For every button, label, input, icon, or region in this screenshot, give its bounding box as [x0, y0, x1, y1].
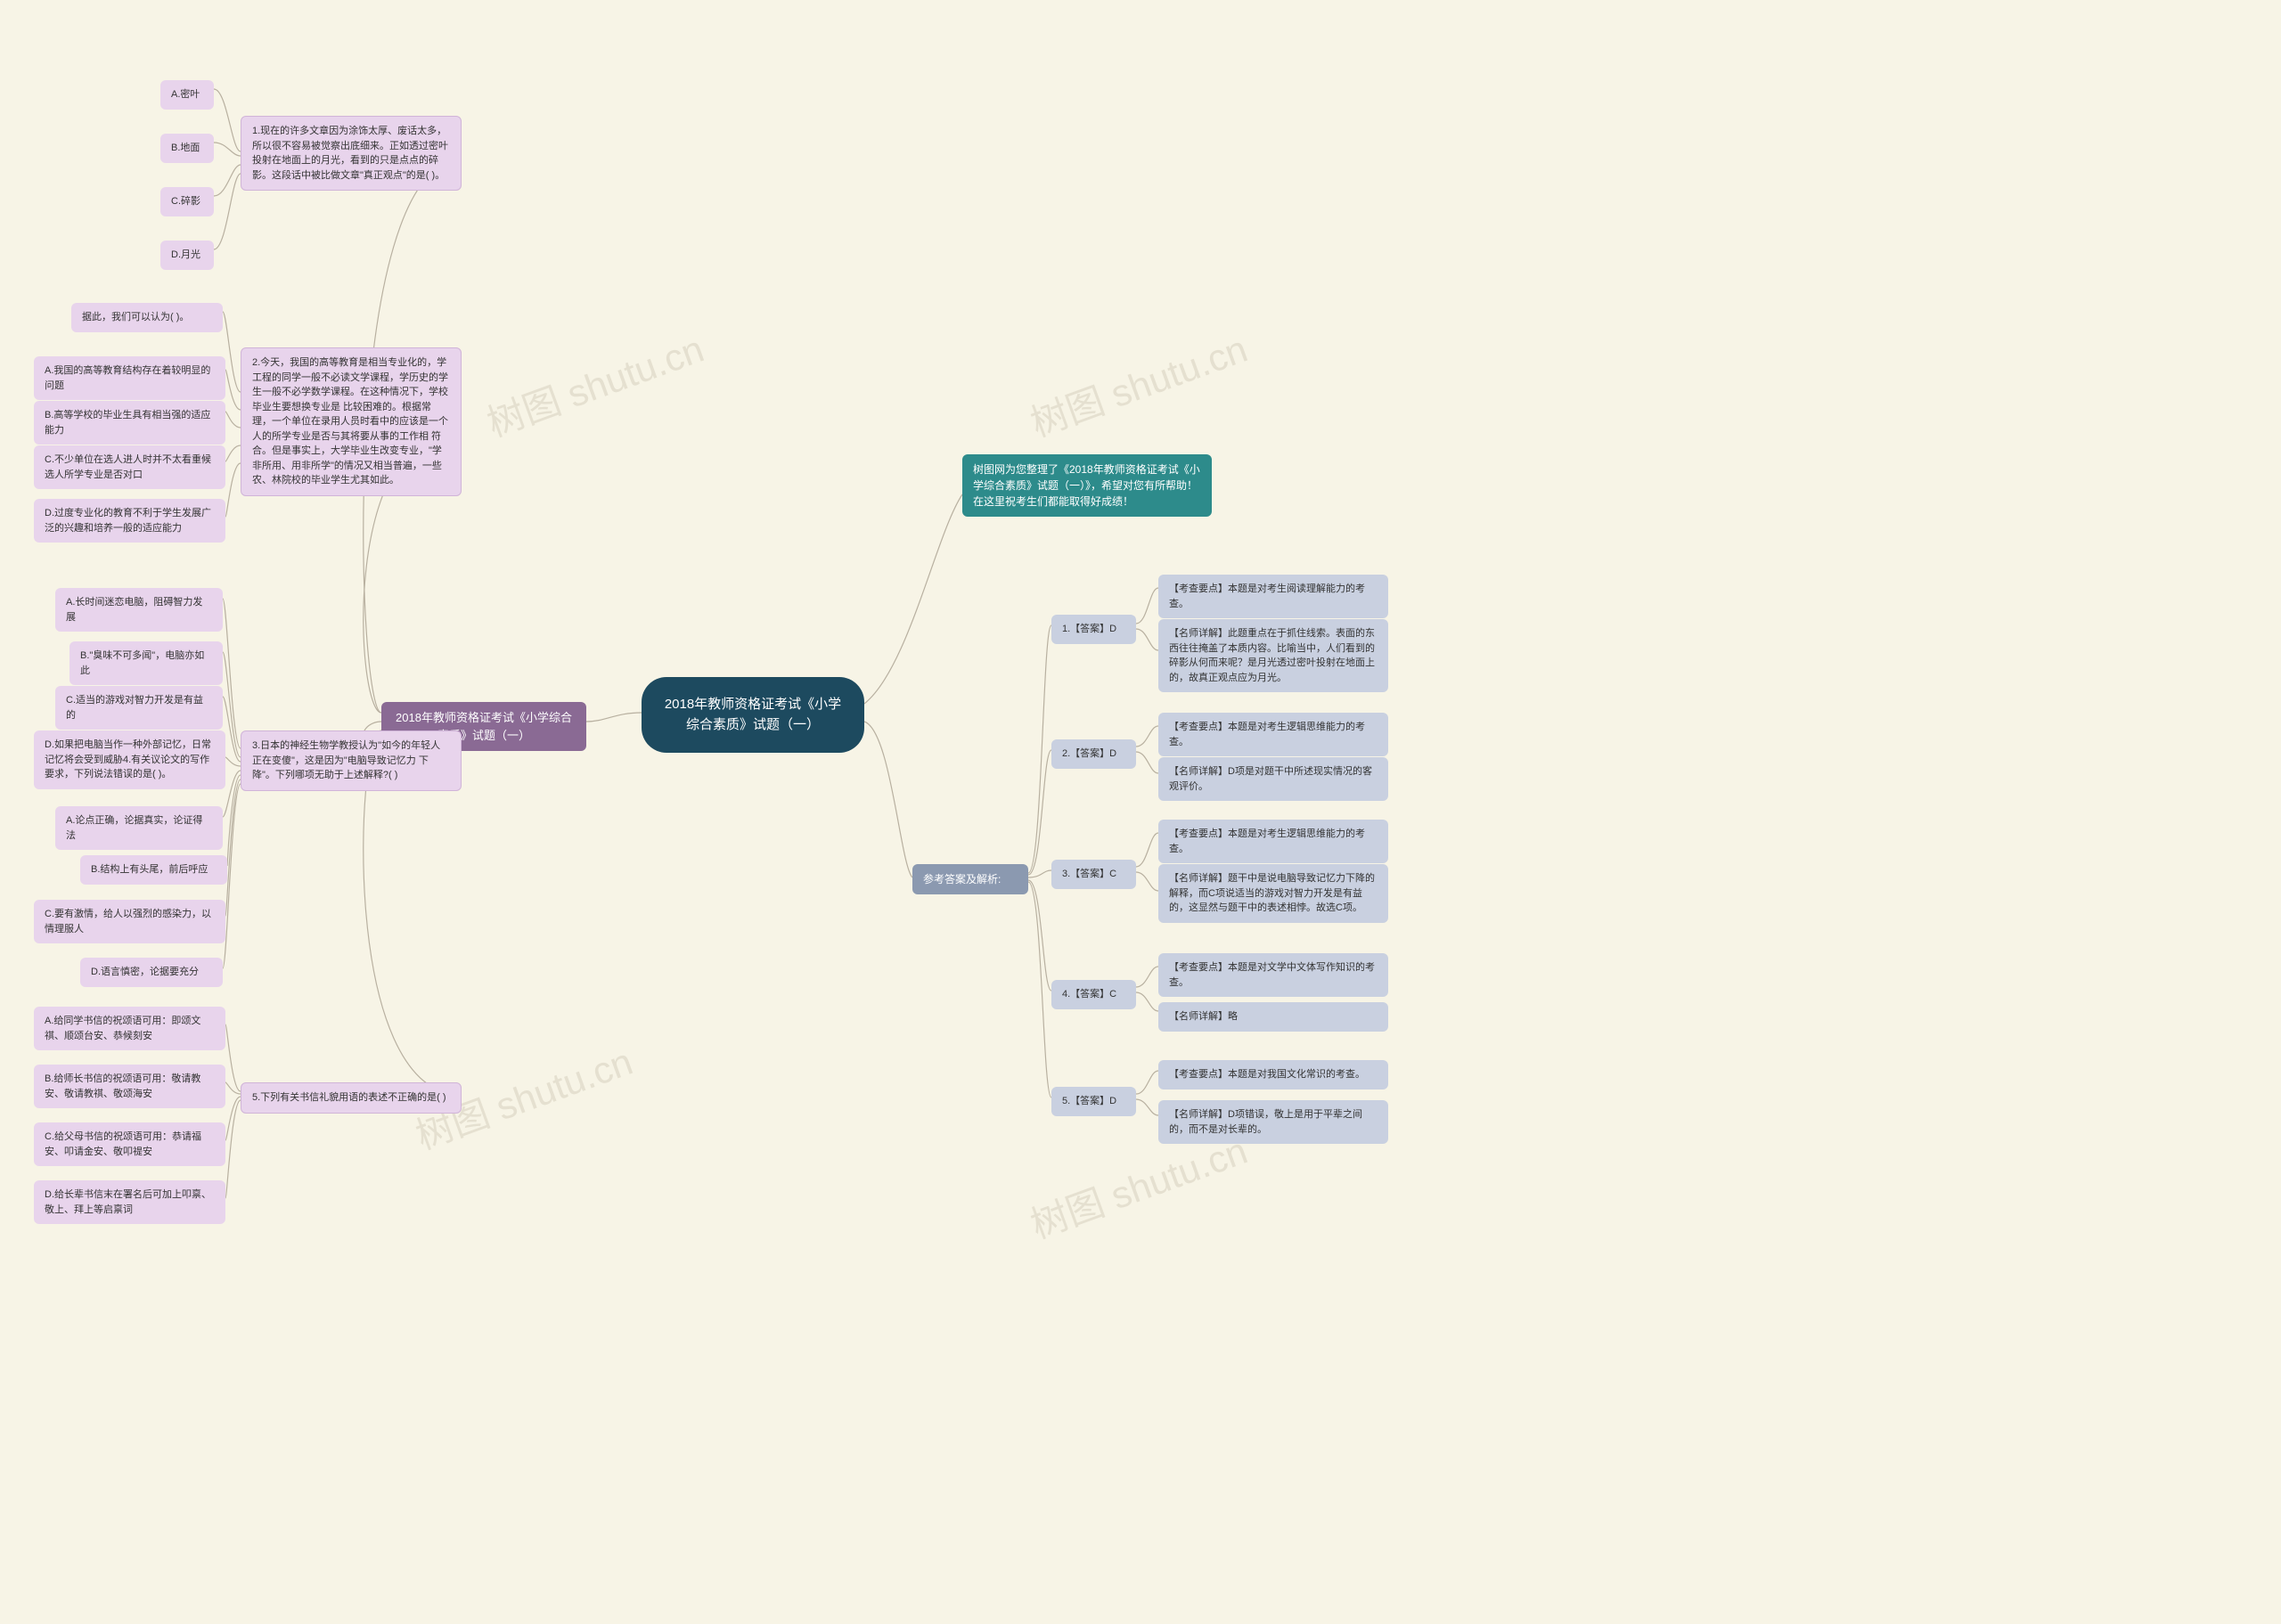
option-node: B.地面 — [160, 134, 214, 163]
question-node: 3.日本的神经生物学教授认为"如今的年轻人正在变傻"，这是因为"电脑导致记忆力 … — [241, 730, 462, 791]
mindmap-connectors — [0, 0, 2281, 1624]
answer-node: 1.【答案】D — [1051, 615, 1136, 644]
center-node: 2018年教师资格证考试《小学综合素质》试题（一） — [642, 677, 864, 753]
option-node: B.结构上有头尾，前后呼应 — [80, 855, 227, 885]
option-node: 据此，我们可以认为( )。 — [71, 303, 223, 332]
option-node: B."臭味不可多闻"，电脑亦如此 — [69, 641, 223, 685]
answer-node: 5.【答案】D — [1051, 1087, 1136, 1116]
watermark: 树图 shutu.cn — [478, 319, 710, 447]
option-node: D.过度专业化的教育不利于学生发展广泛的兴趣和培养一般的适应能力 — [34, 499, 225, 543]
answer-detail-node: 【名师详解】略 — [1158, 1002, 1388, 1032]
answer-detail-node: 【考查要点】本题是对考生逻辑思维能力的考查。 — [1158, 820, 1388, 863]
watermark: 树图 shutu.cn — [1022, 319, 1254, 447]
answer-node: 3.【答案】C — [1051, 860, 1136, 889]
intro-node: 树图网为您整理了《2018年教师资格证考试《小学综合素质》试题（一）》，希望对您… — [962, 454, 1212, 517]
option-node: D.月光 — [160, 241, 214, 270]
option-node: A.论点正确，论据真实，论证得法 — [55, 806, 223, 850]
question-node: 2.今天，我国的高等教育是相当专业化的，学工程的同学一般不必读文学课程，学历史的… — [241, 347, 462, 496]
question-node: 1.现在的许多文章因为涂饰太厚、废话太多，所以很不容易被觉察出底细来。正如透过密… — [241, 116, 462, 191]
answer-detail-node: 【考查要点】本题是对文学中文体写作知识的考查。 — [1158, 953, 1388, 997]
question-node: 5.下列有关书信礼貌用语的表述不正确的是( ) — [241, 1082, 462, 1114]
answer-detail-node: 【名师详解】此题重点在于抓住线索。表面的东西往往掩盖了本质内容。比喻当中，人们看… — [1158, 619, 1388, 692]
option-node: C.适当的游戏对智力开发是有益的 — [55, 686, 223, 730]
answer-detail-node: 【考查要点】本题是对考生阅读理解能力的考查。 — [1158, 575, 1388, 618]
option-node: A.给同学书信的祝颂语可用：即颂文祺、顺颂台安、恭候刻安 — [34, 1007, 225, 1050]
option-node: C.给父母书信的祝颂语可用：恭请福安、叩请金安、敬叩禔安 — [34, 1122, 225, 1166]
option-node: A.长时间迷恋电脑，阻碍智力发展 — [55, 588, 223, 632]
option-node: D.语言慎密，论据要充分 — [80, 958, 223, 987]
option-node: D.给长辈书信末在署名后可加上叩禀、敬上、拜上等启禀词 — [34, 1180, 225, 1224]
option-node: C.要有激情，给人以强烈的感染力，以情理服人 — [34, 900, 225, 943]
answer-detail-node: 【考查要点】本题是对考生逻辑思维能力的考查。 — [1158, 713, 1388, 756]
answer-detail-node: 【考查要点】本题是对我国文化常识的考查。 — [1158, 1060, 1388, 1089]
answer-detail-node: 【名师详解】D项错误，敬上是用于平辈之间的，而不是对长辈的。 — [1158, 1100, 1388, 1144]
option-node: A.我国的高等教育结构存在着较明显的问题 — [34, 356, 225, 400]
option-node: C.碎影 — [160, 187, 214, 216]
option-node: B.高等学校的毕业生具有相当强的适应能力 — [34, 401, 225, 445]
answer-node: 2.【答案】D — [1051, 739, 1136, 769]
answer-detail-node: 【名师详解】题干中是说电脑导致记忆力下降的解释，而C项说适当的游戏对智力开发是有… — [1158, 864, 1388, 923]
right-main-node: 参考答案及解析: — [912, 864, 1028, 894]
option-node: B.给师长书信的祝颂语可用：敬请教安、敬请教祺、敬颂海安 — [34, 1065, 225, 1108]
option-node: D.如果把电脑当作一种外部记忆，日常记忆将会受到威胁4.有关议论文的写作要求，下… — [34, 730, 225, 789]
option-node: A.密叶 — [160, 80, 214, 110]
answer-node: 4.【答案】C — [1051, 980, 1136, 1009]
answer-detail-node: 【名师详解】D项是对题干中所述现实情况的客观评价。 — [1158, 757, 1388, 801]
option-node: C.不少单位在选人进人时并不太看重候选人所学专业是否对口 — [34, 445, 225, 489]
